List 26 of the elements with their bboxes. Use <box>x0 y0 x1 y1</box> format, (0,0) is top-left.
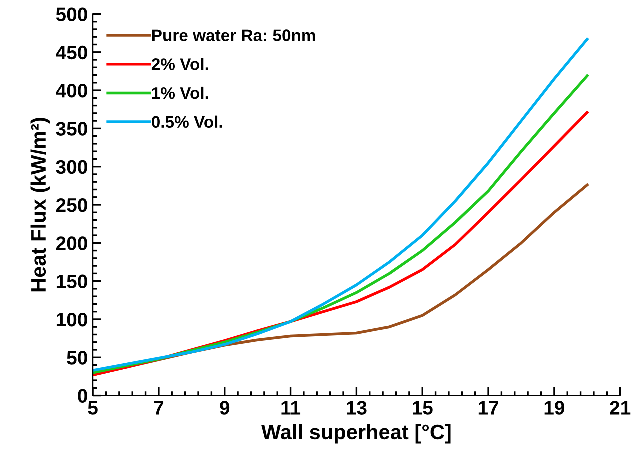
x-tick-label: 9 <box>220 401 230 415</box>
y-tick-label: 500 <box>56 8 88 22</box>
y-tick-label: 350 <box>56 122 88 136</box>
legend-label: 1% Vol. <box>152 86 208 100</box>
x-tick-label: 7 <box>154 401 164 415</box>
x-tick-label: 5 <box>88 401 98 415</box>
x-tick-label: 15 <box>413 401 433 415</box>
y-tick-label: 0 <box>78 389 88 404</box>
y-tick-label: 100 <box>56 312 88 327</box>
y-tick-label: 200 <box>56 236 88 250</box>
y-tick-label: 150 <box>56 274 88 289</box>
legend-label: Pure water Ra: 50nm <box>152 30 316 42</box>
x-tick-label: 21 <box>610 401 631 415</box>
y-tick-label: 250 <box>56 198 88 212</box>
y-tick-label: 450 <box>56 46 88 60</box>
x-tick-label: 19 <box>544 401 565 415</box>
y-tick-label: 400 <box>56 84 88 98</box>
x-tick-label: 13 <box>347 401 367 415</box>
y-tick-label: 300 <box>56 160 88 174</box>
y-tick-label: 50 <box>67 351 88 365</box>
legend-label: 2% Vol. <box>152 58 208 70</box>
x-axis-title: Wall superheat [°C] <box>262 424 451 444</box>
x-tick-label: 17 <box>478 401 498 415</box>
legend-label: 0.5% Vol. <box>152 116 222 128</box>
x-tick-label: 11 <box>282 401 301 415</box>
y-axis-title: Heat Flux (kW/m²) <box>30 118 50 292</box>
